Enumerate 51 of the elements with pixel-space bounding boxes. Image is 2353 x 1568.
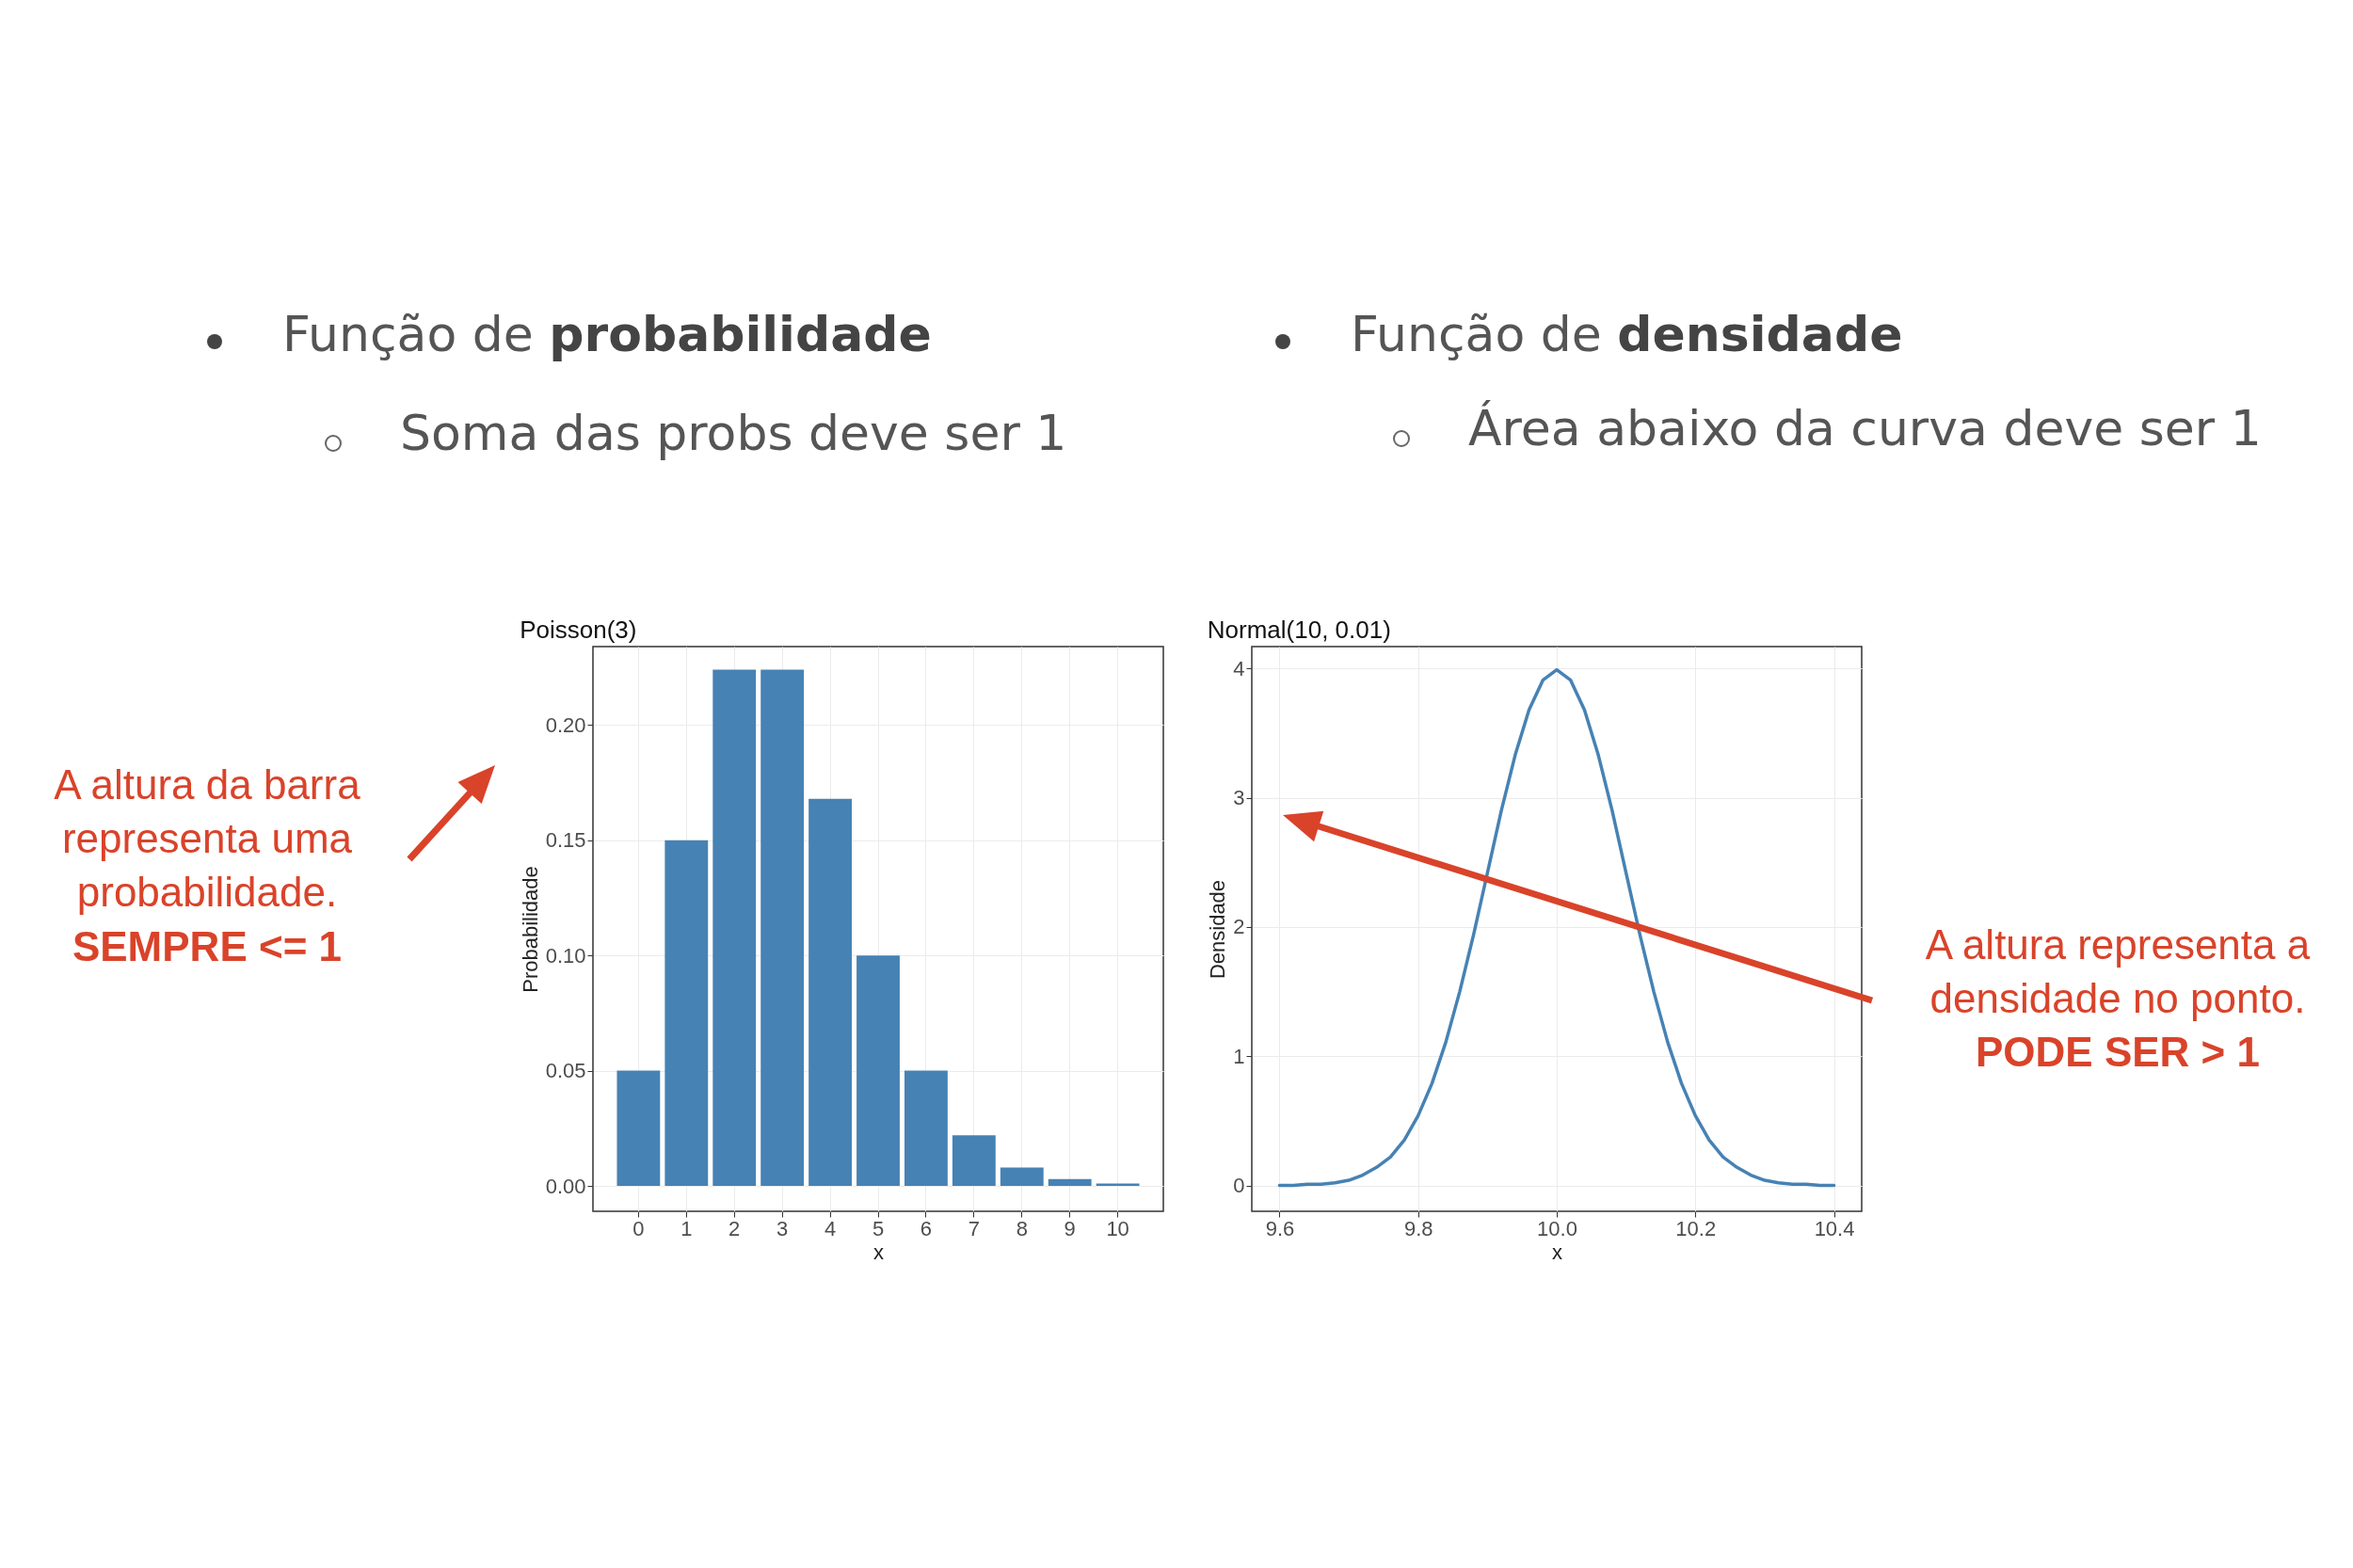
chart-title: Poisson(3) [520,616,637,644]
bar [712,669,757,1187]
text: SEMPRE <= 1 [71,921,344,971]
text: PODE SER > 1 [1975,1028,2261,1078]
x-tick-label: 9.6 [1265,1216,1295,1240]
bar [1000,1167,1044,1187]
y-tick-label: 2 [1233,915,1245,939]
text: A altura representa a densidade no ponto. [1924,920,2312,1024]
x-tick-label: 2 [728,1216,741,1240]
y-tick-label: 0.20 [545,712,586,737]
line-series [1277,667,1836,1188]
y-axis-title: Densidade [1206,879,1230,980]
bar [904,1070,948,1187]
text: Função de densidade [1351,306,1903,362]
x-tick-label: 10.4 [1814,1216,1855,1240]
bar [856,955,900,1187]
y-tick-label: 0.05 [545,1059,586,1083]
y-tick-label: 4 [1233,656,1245,680]
bar [760,669,805,1187]
x-tick-label: 7 [968,1216,980,1240]
y-tick-label: 0.10 [545,943,586,968]
y-tick-label: 0 [1233,1174,1245,1198]
bar [616,1070,661,1187]
bar [664,840,709,1187]
x-tick-label: 6 [920,1216,933,1240]
y-tick-label: 0.15 [545,828,586,853]
bar [808,798,852,1187]
bar [1048,1178,1092,1187]
x-tick-label: 8 [1016,1216,1028,1240]
text: Soma das probs deve ser 1 [400,405,1067,461]
bar [952,1135,996,1187]
x-axis-title: x [873,1240,884,1264]
text: A altura da barra representa uma probabilidade. [53,760,361,918]
x-tick-label: 10 [1106,1216,1129,1240]
x-tick-label: 9 [1064,1216,1076,1240]
y-tick-label: 0.00 [545,1174,586,1198]
y-tick-label: 1 [1233,1044,1245,1068]
x-tick-label: 4 [824,1216,837,1240]
x-tick-label: 10.0 [1537,1216,1577,1240]
x-tick-label: 0 [632,1216,645,1240]
x-axis-title: x [1552,1240,1562,1264]
x-tick-label: 9.8 [1403,1216,1433,1240]
x-tick-label: 3 [776,1216,789,1240]
y-tick-label: 3 [1233,786,1245,810]
text: Função de probabilidade [282,306,932,362]
x-tick-label: 10.2 [1675,1216,1717,1240]
chart-title: Normal(10, 0.01) [1207,616,1391,644]
x-tick-label: 5 [872,1216,885,1240]
text: Área abaixo da curva deve ser 1 [1468,400,2262,456]
y-axis-title: Probabilidade [518,866,542,993]
x-tick-label: 1 [680,1216,693,1240]
